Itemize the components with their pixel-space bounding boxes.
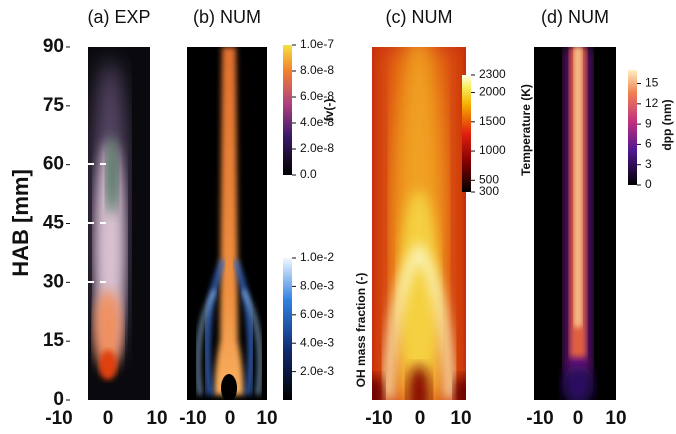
x-tick-label: -10 bbox=[45, 408, 72, 429]
x-tick-label: -10 bbox=[526, 408, 553, 429]
colorbar-tick-label: 4.0e-3 bbox=[300, 335, 334, 349]
colorbar-tick-label: 12 bbox=[645, 96, 659, 110]
colorbar-tick-label: 2.0e-3 bbox=[300, 364, 334, 378]
colorbar-tick-label: 4.0e-8 bbox=[300, 115, 334, 129]
panel-title: (d) NUM bbox=[541, 7, 609, 27]
x-tick-label: 10 bbox=[605, 408, 626, 429]
panel-title: (a) EXP bbox=[87, 7, 150, 27]
colorbar-tick-label: 8.0e-8 bbox=[300, 63, 334, 77]
x-tick-label: -10 bbox=[365, 408, 392, 429]
panel-title: (c) NUM bbox=[386, 7, 453, 27]
colorbar bbox=[283, 258, 292, 400]
x-tick-label: 10 bbox=[450, 408, 471, 429]
y-tick-label: 30 bbox=[43, 271, 64, 292]
colorbar-tick-label: 2300 bbox=[479, 67, 506, 81]
x-tick-label: 0 bbox=[103, 408, 114, 429]
y-tick-label: 0 bbox=[53, 389, 64, 410]
colorbar-tick-label: 6.0e-8 bbox=[300, 89, 334, 103]
y-axis-label: HAB [mm] bbox=[8, 169, 33, 277]
colorbar-tick-label: 15 bbox=[645, 76, 659, 90]
colorbar-tick-label: 0 bbox=[645, 177, 652, 191]
y-tick-label: 90 bbox=[43, 36, 64, 57]
colorbar-tick-label: 6.0e-3 bbox=[300, 307, 334, 321]
colorbar-label: OH mass fraction (-) bbox=[354, 273, 368, 388]
x-tick-label: 0 bbox=[225, 408, 236, 429]
colorbar-tick-label: 1000 bbox=[479, 143, 506, 157]
x-tick-label: -10 bbox=[179, 408, 206, 429]
colorbar-tick-label: 2.0e-8 bbox=[300, 141, 334, 155]
y-tick-label: 60 bbox=[43, 154, 64, 175]
colorbar-tick-label: 2000 bbox=[479, 85, 506, 99]
colorbar-tick-label: 1.0e-2 bbox=[300, 250, 334, 264]
colorbar bbox=[462, 75, 471, 192]
colorbar-tick-label: 0.0 bbox=[300, 167, 317, 181]
image-num-b bbox=[187, 47, 267, 400]
image-num-c bbox=[372, 47, 466, 400]
y-tick-label: 45 bbox=[43, 213, 65, 234]
y-tick-label: 75 bbox=[43, 95, 65, 116]
colorbar-label: fv(-) bbox=[322, 99, 336, 122]
colorbar-tick-label: 1.0e-7 bbox=[300, 37, 334, 51]
x-tick-label: 0 bbox=[573, 408, 584, 429]
colorbar-tick-label: 8.0e-3 bbox=[300, 279, 334, 293]
colorbar-tick-label: 1500 bbox=[479, 114, 506, 128]
colorbar bbox=[283, 45, 292, 175]
colorbar-tick-label: 6 bbox=[645, 137, 652, 151]
image-num-d bbox=[534, 47, 616, 400]
x-tick-label: 10 bbox=[146, 408, 167, 429]
colorbar-label: Temperature (K) bbox=[519, 84, 533, 176]
panel-title: (b) NUM bbox=[193, 7, 261, 27]
y-tick-label: 15 bbox=[43, 330, 65, 351]
colorbar bbox=[628, 70, 637, 185]
x-tick-label: 0 bbox=[415, 408, 426, 429]
x-tick-label: 10 bbox=[256, 408, 277, 429]
colorbar-tick-label: 9 bbox=[645, 116, 652, 130]
image-exp bbox=[88, 47, 150, 400]
colorbar-tick-label: 500 bbox=[479, 172, 499, 186]
colorbar-label: dpp (nm) bbox=[660, 99, 674, 150]
colorbar-tick-label: 300 bbox=[479, 184, 499, 198]
colorbar-tick-label: 3 bbox=[645, 157, 652, 171]
